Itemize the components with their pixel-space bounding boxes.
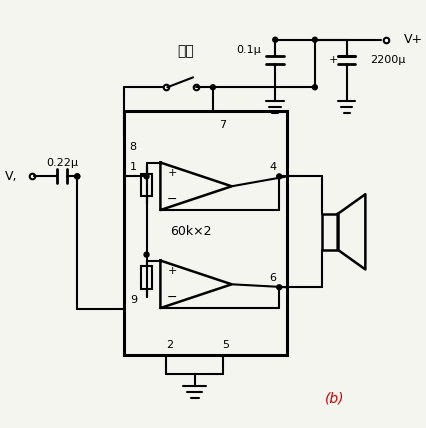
Circle shape: [210, 85, 216, 90]
Text: 60k×2: 60k×2: [170, 225, 212, 238]
Text: −: −: [167, 291, 178, 304]
Circle shape: [144, 252, 149, 257]
Text: 6: 6: [269, 273, 276, 283]
Circle shape: [277, 285, 282, 290]
Text: V,: V,: [5, 170, 18, 183]
Circle shape: [312, 85, 317, 90]
Text: 5: 5: [222, 340, 229, 350]
Circle shape: [144, 174, 149, 179]
Bar: [124, 111, 287, 355]
Text: 2200μ: 2200μ: [370, 54, 406, 65]
Text: 9: 9: [130, 295, 137, 305]
Text: −: −: [167, 193, 178, 205]
Circle shape: [277, 174, 282, 179]
Bar: [322, 214, 338, 250]
Text: 7: 7: [219, 120, 226, 130]
Text: 静噪: 静噪: [178, 45, 195, 59]
Text: 0.1μ: 0.1μ: [237, 45, 262, 55]
Text: +: +: [167, 266, 177, 276]
Circle shape: [273, 37, 278, 42]
Text: (b): (b): [325, 391, 344, 405]
Text: 2: 2: [166, 340, 173, 350]
Circle shape: [75, 174, 80, 179]
Circle shape: [75, 174, 80, 179]
Text: +: +: [329, 54, 338, 65]
Bar: [141, 174, 152, 196]
Text: 8: 8: [129, 142, 136, 152]
Text: 4: 4: [269, 163, 276, 172]
Text: V+: V+: [404, 33, 423, 46]
Text: 0.22μ: 0.22μ: [46, 158, 78, 167]
Bar: [141, 266, 152, 289]
Text: 1: 1: [130, 163, 137, 172]
Circle shape: [312, 37, 317, 42]
Text: +: +: [167, 168, 177, 178]
